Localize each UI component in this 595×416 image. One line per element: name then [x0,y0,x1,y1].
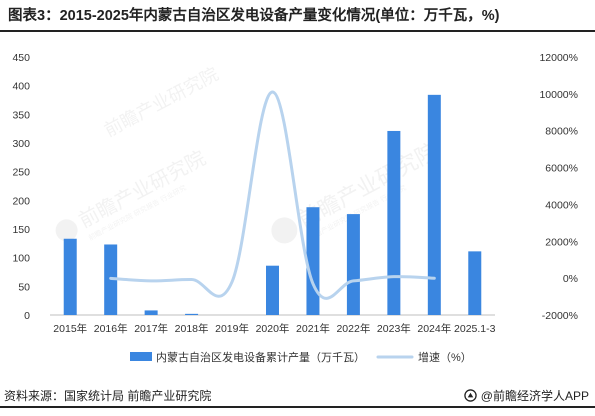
legend-label-growth: 增速（%） [418,350,472,364]
x-tick-label: 2017年 [134,322,168,335]
y-left-tick-label: 250 [12,167,30,179]
chart-title: 图表3：2015-2025年内蒙古自治区发电设备产量变化情况(单位：万千瓦，%) [8,8,500,24]
brand-label: @前瞻经济学人APP [480,389,589,403]
y-right-tick-label: -2000% [542,310,578,322]
bar[interactable] [185,313,199,315]
y-right-tick-label: 2000% [545,236,578,248]
x-tick-label: 2024年 [417,322,451,335]
x-tick-label: 2021年 [296,322,330,335]
brand-logo-icon [464,389,477,402]
bar[interactable] [306,207,320,315]
x-tick-label: 2023年 [377,322,411,335]
x-tick-label: 2016年 [94,322,128,335]
x-tick-label: 2022年 [336,322,370,335]
y-left-tick-label: 0 [24,310,30,322]
y-right-tick-label: 6000% [545,163,578,175]
y-left-tick-label: 50 [18,281,30,293]
bar[interactable] [63,238,77,315]
y-right-tick-label: 12000% [539,52,578,64]
x-tick-label: 2020年 [256,322,290,335]
bar[interactable] [427,94,441,315]
y-left-tick-label: 450 [12,52,30,64]
y-left-tick-label: 200 [12,195,30,207]
title-divider [0,30,595,32]
x-tick-label: 2018年 [175,322,209,335]
x-tick-label: 2015年 [53,322,87,335]
y-left-tick-label: 100 [12,253,30,265]
brand: @前瞻经济学人APP [464,387,589,404]
y-right-tick-label: 8000% [545,126,578,138]
watermark-text-left: 前瞻产业研究院 [75,146,210,233]
source-note: 资料来源：国家统计局 前瞻产业研究院 [4,389,212,403]
y-left-tick-label: 300 [12,138,30,150]
y-left-tick-label: 400 [12,81,30,93]
y-right-tick-label: 4000% [545,199,578,211]
y-left-tick-label: 350 [12,109,30,121]
watermark-text-upper: 前瞻产业研究院 [101,64,222,142]
growth-rate-line[interactable] [109,90,436,300]
legend-label-production: 内蒙古自治区发电设备累计产量（万千瓦） [156,350,365,364]
x-tick-label: 2025.1-3 [454,323,496,335]
y-right-tick-label: 10000% [539,89,578,101]
bar[interactable] [144,310,158,315]
bar[interactable] [346,214,360,315]
y-right-tick-label: 0% [563,273,578,285]
bar[interactable] [387,130,401,315]
chart: 前瞻产业研究院 前瞻产业研究院 研究报告 行业研究 前瞻产业研究院 前瞻产业研究… [12,52,578,364]
bar[interactable] [468,251,482,315]
legend-swatch-production [130,352,152,361]
x-tick-label: 2019年 [215,322,249,335]
bar[interactable] [266,265,279,315]
bottom-divider [0,406,595,408]
y-left-tick-label: 150 [12,224,30,236]
